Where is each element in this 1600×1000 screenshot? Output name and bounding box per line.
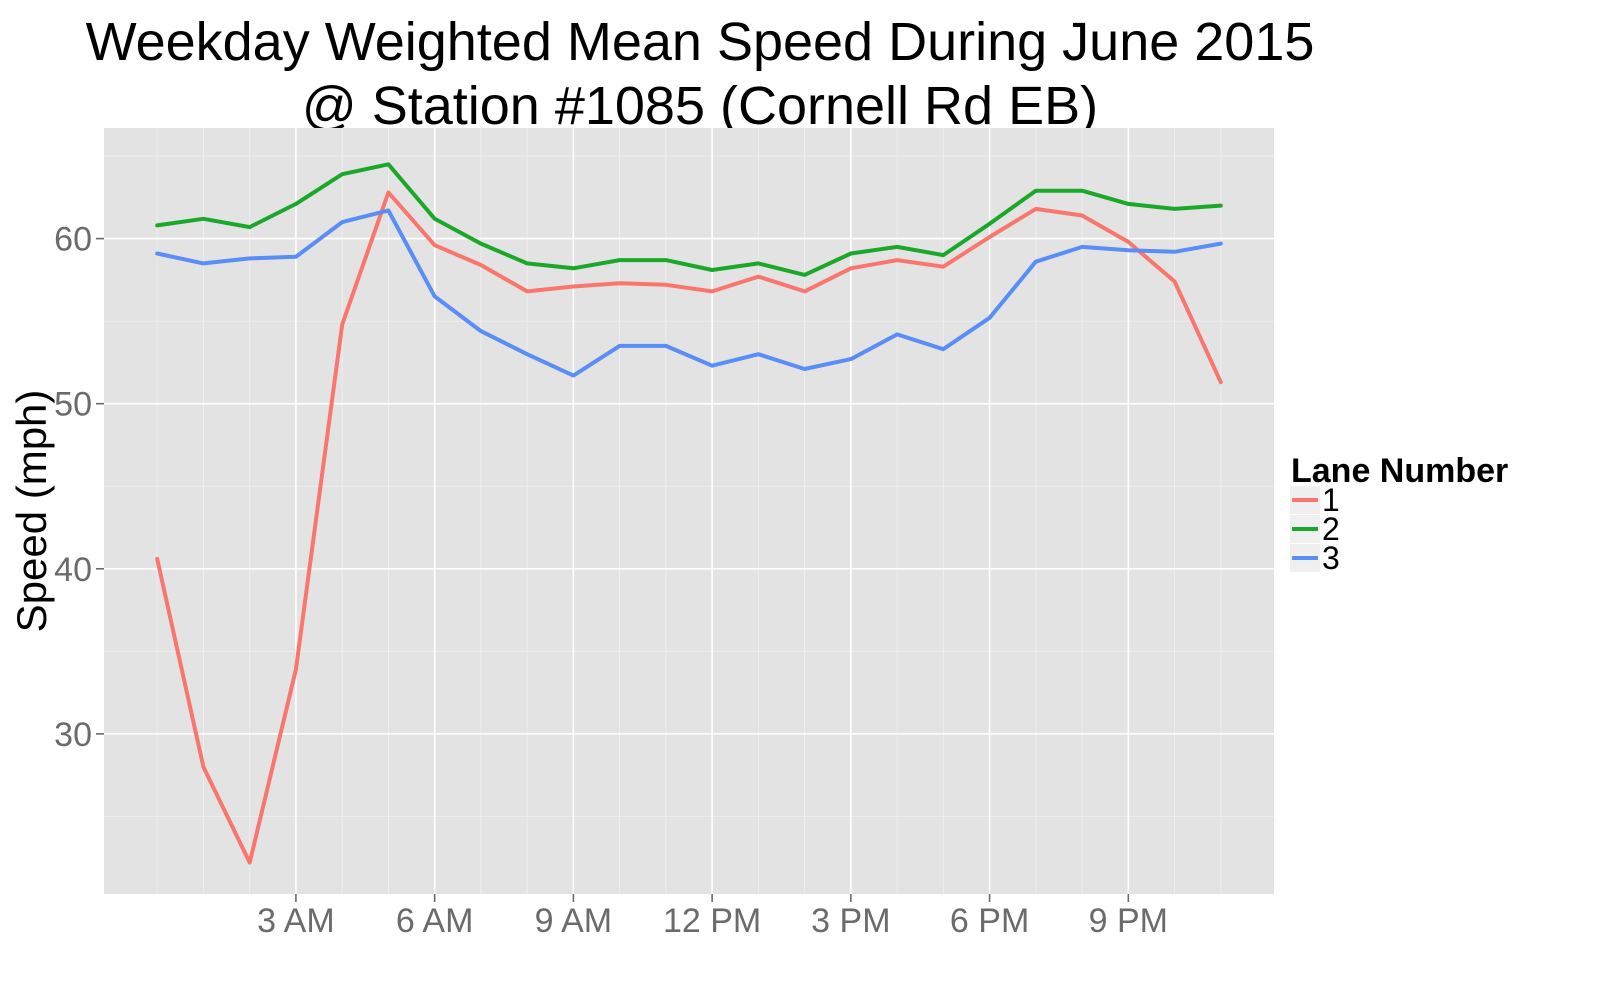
- legend-label-lane-1: 1: [1322, 482, 1340, 518]
- x-tick-label: 6 PM: [950, 902, 1029, 940]
- grid-lines: [104, 128, 1274, 894]
- y-tick-label: 30: [54, 716, 92, 754]
- x-axis: 3 AM 6 AM 9 AM 12 PM 3 PM 6 PM 9 PM: [257, 894, 1168, 940]
- series-line-lane-1: [155, 190, 1223, 865]
- legend-title: Lane Number: [1291, 452, 1508, 490]
- series-line-lane-2: [155, 162, 1223, 277]
- y-tick-label: 50: [54, 386, 92, 424]
- x-tick-label: 9 PM: [1089, 902, 1168, 940]
- chart-title: Weekday Weighted Mean Speed During June …: [86, 12, 1315, 136]
- series-line-lane-3: [155, 208, 1223, 378]
- series-lines: [155, 162, 1223, 865]
- x-tick-label: 12 PM: [663, 902, 761, 940]
- y-tick-label: 40: [54, 551, 92, 589]
- legend-label-lane-3: 3: [1322, 540, 1340, 576]
- y-tick-label: 60: [54, 221, 92, 259]
- y-axis: 30 40 50 60: [54, 221, 104, 754]
- x-tick-label: 9 AM: [535, 902, 612, 940]
- legend: Lane Number 123: [1290, 452, 1508, 576]
- title-line-1: Weekday Weighted Mean Speed During June …: [86, 12, 1315, 72]
- x-tick-label: 6 AM: [396, 902, 473, 940]
- y-axis-title: Speed (mph): [8, 390, 55, 633]
- title-line-2: @ Station #1085 (Cornell Rd EB): [302, 76, 1098, 136]
- x-tick-label: 3 PM: [811, 902, 890, 940]
- legend-label-lane-2: 2: [1322, 511, 1340, 547]
- x-tick-label: 3 AM: [257, 902, 334, 940]
- plot-panel: [104, 128, 1274, 894]
